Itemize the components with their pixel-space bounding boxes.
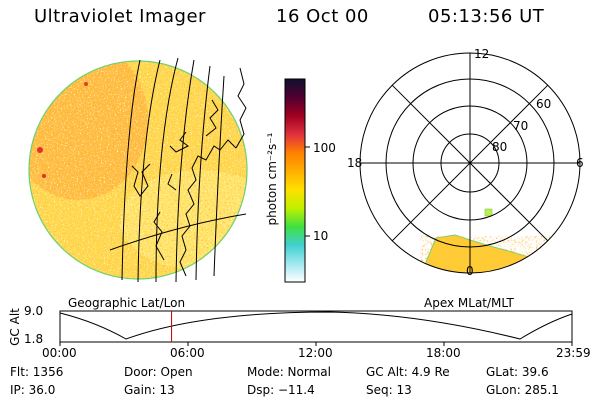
mlat-label-60: 60 [536,97,552,111]
colorbar-tick-10: 10 [313,229,329,243]
info-gain: Gain: 13 [124,383,175,397]
date-label: 16 Oct 00 [276,6,369,27]
time-label: 05:13:56 UT [428,6,545,27]
timeline-y-top: 9.0 [24,304,44,318]
altitude-curve [59,311,573,340]
colorbar-unit-label: photon cm⁻²s⁻¹ [265,132,279,226]
altitude-timeline [59,310,573,346]
mlt-label-18: 18 [347,156,363,170]
apex-grid-label: Apex MLat/MLT [424,296,514,310]
info-door: Door: Open [124,365,193,379]
info-ip: IP: 36.0 [10,383,56,397]
mlt-label-6: 6 [576,156,584,170]
timeline-y-bottom: 1.8 [24,332,44,346]
geographic-grid [109,57,247,283]
geographic-grid-label: Geographic Lat/Lon [68,296,186,310]
timeline-tick-2359: 23:59 [556,346,591,360]
timeline-ticks [59,342,573,346]
earth-disc-image [28,60,248,280]
mlt-label-0: 0 [466,264,474,278]
info-dsp: Dsp: −11.4 [247,383,315,397]
timeline-tick-0600: 06:00 [170,346,205,360]
timeline-tick-1200: 12:00 [298,346,333,360]
mlt-label-12: 12 [474,47,490,61]
auroral-spot [484,208,493,217]
info-seq: Seq: 13 [366,383,412,397]
coastlines [131,67,247,277]
info-mode: Mode: Normal [247,365,331,379]
colorbar-tick-100: 100 [313,141,336,155]
timeline-tick-1800: 18:00 [426,346,461,360]
mlat-label-80: 80 [492,140,508,154]
colorbar [284,78,310,283]
timeline-tick-0000: 00:00 [42,346,77,360]
info-glon: GLon: 285.1 [486,383,559,397]
mlat-label-70: 70 [513,119,529,133]
instrument-title: Ultraviolet Imager [34,6,206,27]
polar-plot [359,52,581,274]
timeline-axis-label: GC Alt [8,308,22,346]
info-flt: Flt: 1356 [10,365,64,379]
info-glat: GLat: 39.6 [486,365,549,379]
info-gc-alt: GC Alt: 4.9 Re [366,365,450,379]
